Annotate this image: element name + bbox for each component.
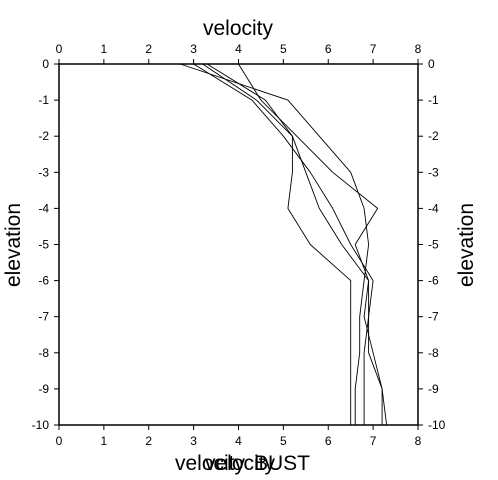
x-tick-label-bottom: 2 xyxy=(145,434,152,448)
y-tick-label-right: -8 xyxy=(428,346,439,360)
y-tick-label-right: -1 xyxy=(428,93,439,107)
bottom-text-3: BUST xyxy=(254,452,310,475)
x-tick-label-top: 4 xyxy=(235,42,242,56)
y-tick-label-right: -5 xyxy=(428,238,439,252)
y-tick-label-left: -4 xyxy=(38,201,49,215)
x-tick-label-bottom: 5 xyxy=(280,434,287,448)
x-tick-label-bottom: 3 xyxy=(190,434,197,448)
bottom-text-2: velocity xyxy=(205,452,276,475)
y-tick-label-left: -7 xyxy=(38,310,49,324)
x-tick-label-top: 5 xyxy=(280,42,287,56)
x-tick-label-top: 1 xyxy=(101,42,108,56)
y-tick-label-left: -2 xyxy=(38,129,49,143)
y-tick-label-right: -2 xyxy=(428,129,439,143)
x-tick-label-top: 6 xyxy=(325,42,332,56)
y-axis-title-left: elevation xyxy=(2,203,25,287)
x-tick-label-top: 0 xyxy=(56,42,63,56)
y-axis-title-right: elevation xyxy=(455,203,478,287)
y-tick-label-right: -7 xyxy=(428,310,439,324)
x-tick-label-bottom: 0 xyxy=(56,434,63,448)
y-tick-label-right: 0 xyxy=(428,57,435,71)
y-tick-label-left: -8 xyxy=(38,346,49,360)
x-axis-title-top: velocity xyxy=(203,17,274,40)
y-tick-label-left: -5 xyxy=(38,238,49,252)
y-tick-label-right: -4 xyxy=(428,201,439,215)
series-group xyxy=(180,63,388,426)
x-tick-label-bottom: 7 xyxy=(370,434,377,448)
bottom-text-1: velocity xyxy=(175,452,246,475)
series-line-5 xyxy=(238,63,383,425)
series-line-4 xyxy=(206,63,352,425)
y-tick-label-left: -9 xyxy=(38,382,49,396)
x-tick-label-top: 3 xyxy=(190,42,197,56)
y-tick-label-left: -10 xyxy=(32,418,50,432)
x-tick-label-bottom: 6 xyxy=(325,434,332,448)
y-tick-label-left: -1 xyxy=(38,93,49,107)
y-tick-label-right: -3 xyxy=(428,165,439,179)
series-line-1 xyxy=(180,63,370,425)
x-tick-label-bottom: 4 xyxy=(235,434,242,448)
y-tick-label-left: -6 xyxy=(38,274,49,288)
y-tick-label-right: -9 xyxy=(428,382,439,396)
y-tick-label-left: 0 xyxy=(42,57,49,71)
x-tick-label-top: 7 xyxy=(370,42,377,56)
series-line-2 xyxy=(193,63,374,425)
series-line-3 xyxy=(202,63,388,426)
x-tick-label-bottom: 1 xyxy=(101,434,108,448)
x-tick-label-bottom: 8 xyxy=(415,434,422,448)
x-tick-label-top: 2 xyxy=(145,42,152,56)
y-tick-label-left: -3 xyxy=(38,165,49,179)
x-tick-label-top: 8 xyxy=(415,42,422,56)
y-tick-label-right: -10 xyxy=(428,418,446,432)
y-tick-label-right: -6 xyxy=(428,274,439,288)
